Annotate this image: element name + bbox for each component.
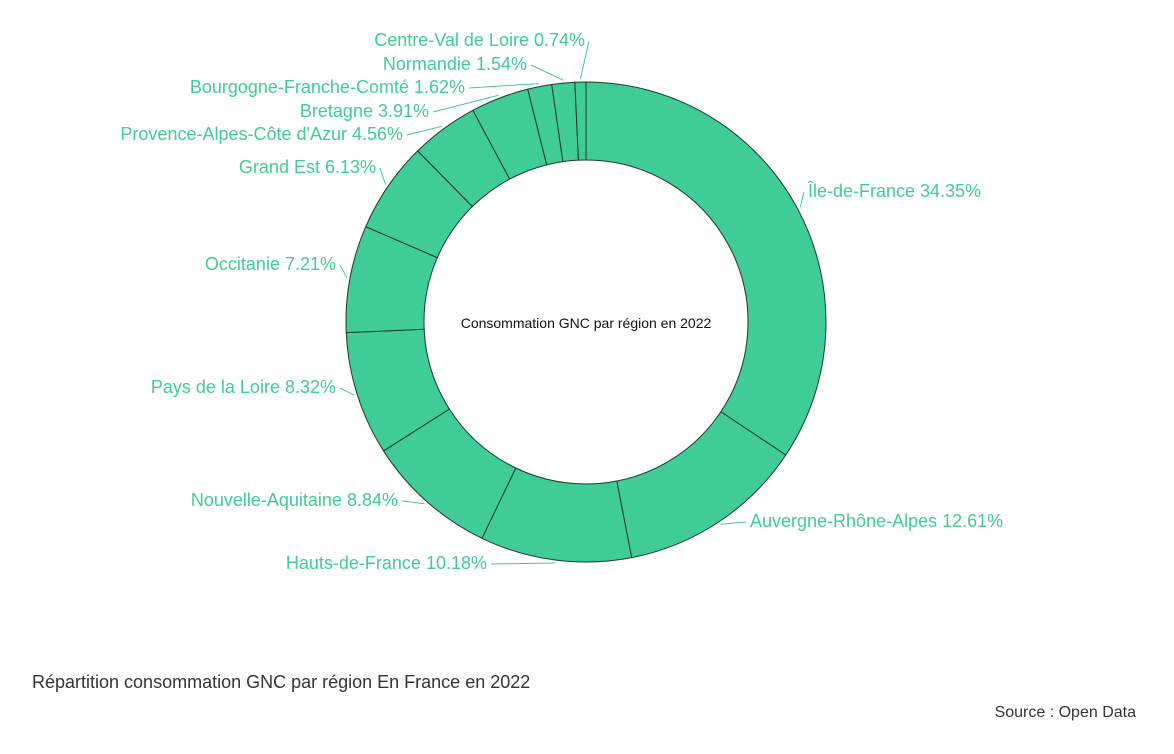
- leader-bourgogne-franche-comte: [468, 83, 540, 89]
- leader-ile-de-france: [799, 191, 805, 208]
- donut-chart: Île-de-France 34.35% Auvergne-Rhône-Alpes…: [120, 30, 1003, 573]
- slice-ile-de-france: [585, 81, 827, 456]
- label-hauts-de-france: Hauts-de-France 10.18%: [286, 553, 487, 573]
- label-bourgogne-franche-comte: Bourgogne-Franche-Comté 1.62%: [190, 77, 465, 97]
- chart-source: Source : Open Data: [994, 704, 1136, 721]
- leader-nouvelle-aquitaine: [401, 500, 425, 505]
- label-auvergne-rhone-alpes: Auvergne-Rhône-Alpes 12.61%: [750, 511, 1003, 531]
- label-ile-de-france: Île-de-France 34.35%: [807, 181, 981, 201]
- leader-provence-alpes-cote-d-azur: [406, 125, 443, 136]
- label-nouvelle-aquitaine: Nouvelle-Aquitaine 8.84%: [191, 490, 398, 510]
- chart-center-label: Consommation GNC par région en 2022: [461, 315, 712, 331]
- label-provence-alpes-cote-d-azur: Provence-Alpes-Côte d'Azur 4.56%: [120, 124, 403, 144]
- label-leader-lines: [339, 40, 805, 565]
- label-grand-est: Grand Est 6.13%: [239, 157, 376, 177]
- label-pays-de-la-loire: Pays de la Loire 8.32%: [151, 377, 336, 397]
- leader-occitanie: [339, 264, 348, 279]
- label-normandie: Normandie 1.54%: [383, 54, 527, 74]
- donut-slices: [345, 81, 827, 563]
- leader-centre-val-de-loire: [579, 40, 590, 80]
- leader-bretagne: [432, 94, 499, 113]
- chart-caption: Répartition consommation GNC par région …: [32, 672, 531, 692]
- slice-labels: Île-de-France 34.35% Auvergne-Rhône-Alpes…: [120, 30, 1003, 573]
- leader-pays-de-la-loire: [339, 387, 355, 396]
- label-centre-val-de-loire: Centre-Val de Loire 0.74%: [374, 30, 585, 50]
- leader-grand-est: [379, 167, 387, 185]
- slice-centre-val-de-loire: [574, 81, 587, 161]
- leader-auvergne-rhone-alpes: [720, 521, 747, 525]
- label-bretagne: Bretagne 3.91%: [300, 101, 429, 121]
- leader-hauts-de-france: [490, 562, 555, 565]
- label-occitanie: Occitanie 7.21%: [205, 254, 336, 274]
- leader-normandie: [530, 64, 564, 81]
